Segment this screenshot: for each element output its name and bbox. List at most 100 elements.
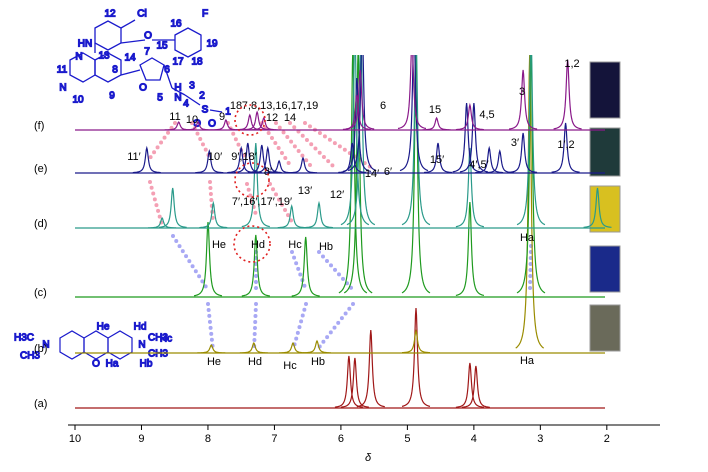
x-tick-label: 10 (69, 433, 81, 445)
peak (356, 329, 385, 408)
connector (315, 302, 355, 352)
peak-label: He (212, 239, 226, 251)
peak (516, 55, 546, 226)
dye-label: O (92, 359, 100, 370)
peak (455, 147, 485, 228)
connector (528, 244, 533, 292)
peak-label: 4′,5′ (469, 159, 488, 171)
peak (475, 145, 504, 174)
x-tick-label: 2 (604, 433, 610, 445)
peak (343, 55, 373, 294)
structure-label: 8 (112, 65, 118, 76)
peak-label: 6 (380, 100, 386, 112)
structure-label: S (202, 105, 209, 116)
peak (509, 69, 538, 130)
peak-label: Hd (251, 239, 265, 251)
structure-label: 5 (157, 93, 163, 104)
peak-label: Hc (288, 239, 302, 251)
peak (132, 145, 161, 174)
peak (397, 55, 427, 130)
peak-label: 18 (230, 100, 242, 112)
peak (279, 341, 307, 354)
peak (253, 145, 282, 174)
peak-label: 11 (169, 111, 180, 123)
structure-label: 15 (156, 41, 168, 52)
x-tick-label: 3 (537, 433, 543, 445)
peak (199, 200, 228, 229)
peak-label: 3′ (511, 137, 519, 149)
peak (553, 59, 582, 130)
connector (208, 180, 215, 224)
x-tick-label: 5 (404, 433, 410, 445)
structure-label: Cl (137, 9, 146, 20)
peak (235, 113, 264, 131)
peak-label: Hb (311, 356, 325, 368)
structure-label: N (59, 83, 66, 94)
structure-label: 16 (170, 19, 182, 30)
series-label: (d) (34, 218, 47, 230)
connector (190, 121, 212, 160)
peak-label: Hd (248, 356, 262, 368)
connector (171, 234, 210, 292)
peak-label: 8′ (264, 166, 272, 178)
peak (515, 55, 545, 349)
series-label: (a) (34, 398, 47, 410)
peak-label: 15′ (430, 154, 444, 166)
x-tick-label: 9 (138, 433, 144, 445)
structure-label: 3 (189, 81, 195, 92)
connector (268, 182, 294, 224)
highlight-circle (234, 104, 266, 136)
peak (455, 362, 485, 408)
peak (340, 55, 370, 226)
series-label: (f) (34, 120, 44, 132)
peak (509, 132, 538, 173)
peak-label: 14′ (365, 168, 379, 180)
peak (583, 187, 612, 228)
structure-label: N (75, 52, 82, 63)
peak-label: 1′,2 (557, 139, 574, 151)
peak (455, 201, 485, 297)
structure-label: 14 (124, 53, 136, 64)
peak (401, 307, 431, 407)
connector (290, 250, 308, 292)
structure-label: O (208, 119, 216, 130)
connector (148, 180, 164, 227)
series-label: (c) (34, 287, 47, 299)
spectra (75, 55, 612, 409)
dye-label: N (42, 340, 49, 351)
highlight-circle (234, 162, 270, 198)
structure-label: HN (78, 39, 92, 50)
peak-label: 7′,16′,17′,19′ (232, 196, 292, 208)
dye-label: CH3 (148, 333, 168, 344)
structure-label: 7 (144, 47, 150, 58)
structure-label: 17 (172, 57, 184, 68)
dye-label: N (138, 340, 145, 351)
sample-vials (589, 61, 621, 352)
peak-label: Ha (520, 232, 535, 244)
connector (252, 302, 258, 352)
structure-label: 9 (109, 91, 115, 102)
peak-label: Hb (319, 241, 333, 253)
connector (148, 121, 177, 160)
peak (347, 55, 377, 172)
peak (401, 55, 431, 226)
peak-label: He (207, 356, 221, 368)
peak-label: 15 (429, 104, 441, 116)
x-tick-label: 4 (471, 433, 477, 445)
connector (206, 302, 215, 352)
dye-label: CH3 (20, 351, 40, 362)
peak (241, 142, 270, 228)
connector (274, 121, 312, 167)
peak (340, 357, 370, 408)
dye-label: H3C (14, 333, 34, 344)
connector (245, 182, 258, 217)
highlight-circle (233, 225, 271, 263)
x-tick-label: 6 (338, 433, 344, 445)
dye-label: Hc (160, 334, 172, 345)
peak (455, 102, 484, 131)
structure-label: H (174, 83, 181, 94)
peak (249, 116, 278, 131)
